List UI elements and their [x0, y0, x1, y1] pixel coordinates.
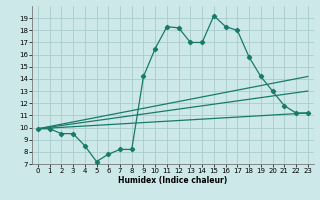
X-axis label: Humidex (Indice chaleur): Humidex (Indice chaleur): [118, 176, 228, 185]
